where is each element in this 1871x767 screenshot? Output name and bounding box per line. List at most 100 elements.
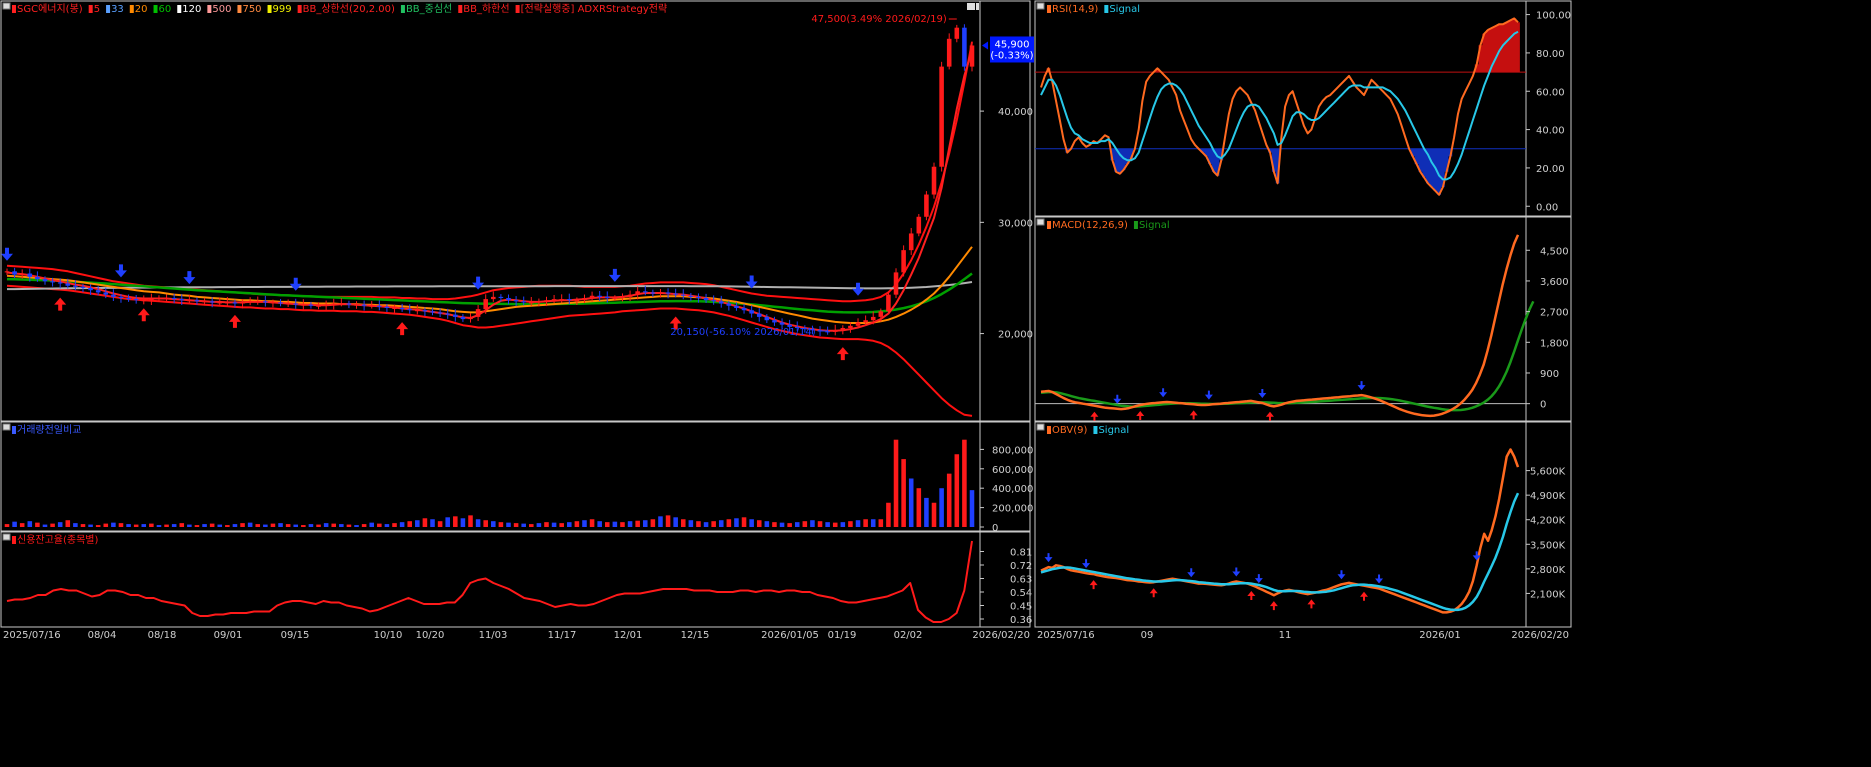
volume-bar	[240, 523, 245, 527]
volume-bar	[42, 524, 48, 527]
volume-bar	[772, 522, 777, 527]
candle-body	[513, 300, 519, 302]
candle-body	[544, 300, 549, 302]
volume-bar	[339, 524, 344, 527]
candle-body	[95, 290, 101, 293]
left-x-axis-label: 11/17	[548, 630, 577, 641]
candle-body	[802, 328, 808, 330]
volume-bar	[962, 439, 967, 527]
rsi-axis-y-tick-label: 20.00	[1536, 164, 1565, 175]
rsi-legend-item: Signal	[1109, 4, 1140, 15]
volume-bar	[506, 522, 511, 527]
candle-body	[924, 194, 929, 217]
candle-body	[354, 304, 359, 306]
volume-bar	[316, 524, 321, 527]
volume-bar	[658, 516, 663, 527]
price-legend-swatch	[129, 5, 134, 13]
volume-panel-panel-menu-icon[interactable]	[2, 423, 11, 431]
obv-sell-arrow-icon	[1254, 574, 1263, 584]
obv-buy-arrow-icon	[1307, 599, 1316, 609]
candle-body	[901, 250, 906, 273]
volume-bar	[278, 523, 283, 527]
candle-body	[430, 311, 435, 313]
candle-body	[954, 27, 960, 39]
candle-body	[422, 310, 428, 312]
candle-body	[650, 292, 656, 294]
rsi-panel-axis-frame	[1525, 0, 1572, 217]
rsi-panel-panel-menu-icon[interactable]	[1036, 2, 1045, 10]
volume-bar	[377, 523, 382, 527]
left-x-axis-label: 11/03	[479, 630, 508, 641]
volume-bar	[460, 518, 466, 527]
volume-bar	[848, 521, 853, 527]
volume-bar	[263, 524, 268, 527]
obv-panel-panel-menu-icon[interactable]	[1036, 423, 1045, 431]
candle-body	[278, 302, 283, 304]
volume-bar	[171, 524, 177, 527]
volume-bar	[103, 523, 109, 527]
left-x-axis-label: 10/20	[416, 630, 445, 641]
credit-panel-plot-frame	[0, 531, 981, 628]
volume-bar	[832, 522, 838, 527]
buy-signal-arrow-icon	[396, 322, 409, 336]
obv-buy-arrow-icon	[1089, 580, 1098, 590]
panel-minimize-button[interactable]	[967, 3, 975, 10]
candle-body	[969, 45, 975, 67]
candle-body	[711, 300, 716, 302]
macd-panel-panel-menu-icon[interactable]	[1036, 218, 1045, 226]
candle-body	[597, 295, 602, 297]
macd-buy-arrow-icon	[1136, 411, 1145, 421]
obv-signal-line	[1040, 492, 1520, 612]
credit-balance-line	[6, 540, 973, 623]
price-legend-swatch	[153, 5, 158, 13]
obv-axis-y-tick-label: 3,500K	[1530, 540, 1566, 551]
candle-body	[620, 296, 625, 298]
obv-sell-arrow-icon	[1187, 568, 1196, 578]
candle-body	[908, 233, 914, 251]
macd-axis-y-tick-label: 900	[1540, 369, 1559, 380]
candle-body	[612, 297, 618, 299]
volume-bar	[810, 520, 815, 527]
obv-legend-item: Signal	[1098, 425, 1129, 436]
sell-signal-arrow-icon	[114, 264, 127, 278]
candle-body	[825, 331, 830, 333]
bb-lower-line	[6, 284, 973, 417]
candle-body	[779, 322, 785, 325]
candle-body	[604, 296, 610, 298]
volume-bar	[544, 522, 549, 527]
obv-buy-arrow-icon	[1149, 588, 1158, 598]
candle-body	[582, 297, 587, 301]
left-x-axis-label: 2026/02/20	[972, 630, 1030, 641]
volume-bar	[111, 522, 116, 527]
volume-bar	[369, 522, 375, 527]
panel-maximize-button[interactable]	[976, 3, 979, 10]
candle-body	[126, 297, 131, 300]
volume-bar	[80, 524, 86, 527]
candle-body	[4, 271, 10, 273]
candle-body	[642, 291, 648, 293]
left-x-axis-label: 12/01	[614, 630, 643, 641]
credit-panel-panel-menu-icon[interactable]	[2, 533, 11, 541]
macd-line	[1040, 234, 1520, 418]
volume-bar	[696, 521, 701, 527]
candle-body	[339, 303, 344, 305]
volume-bar	[680, 519, 686, 527]
macd-axis-y-tick-label: 4,500	[1540, 246, 1569, 257]
candle-body	[468, 316, 473, 320]
price-panel-panel-menu-icon[interactable]	[2, 2, 11, 10]
sell-signal-arrow-icon	[289, 277, 302, 291]
volume-bar	[688, 520, 694, 527]
candle-body	[316, 305, 321, 307]
volume-bar	[437, 521, 443, 527]
price-panel-plot-frame	[0, 0, 981, 422]
volume-bar	[483, 520, 488, 527]
credit-legend-item: 신용잔고율(종목별)	[17, 534, 99, 546]
candle-body	[772, 320, 777, 323]
sell-signal-arrow-icon	[1, 247, 13, 261]
rsi-panel-plot-frame	[1034, 0, 1527, 217]
volume-bar	[491, 521, 496, 527]
candle-body	[377, 305, 382, 307]
rsi-line	[1040, 17, 1519, 196]
